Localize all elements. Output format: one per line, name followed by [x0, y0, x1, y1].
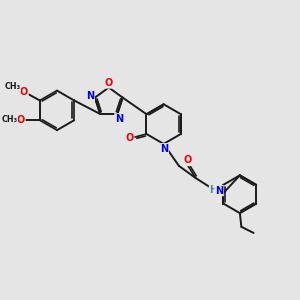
Text: N: N	[160, 144, 168, 154]
Text: N: N	[86, 91, 94, 101]
Text: CH₃: CH₃	[1, 116, 17, 124]
Text: O: O	[20, 87, 28, 97]
Text: H: H	[210, 185, 218, 195]
Text: N: N	[115, 114, 123, 124]
Text: N: N	[215, 185, 223, 196]
Text: O: O	[183, 155, 191, 165]
Text: O: O	[17, 115, 25, 125]
Text: O: O	[125, 133, 134, 143]
Text: CH₃: CH₃	[4, 82, 20, 91]
Text: O: O	[105, 78, 113, 88]
